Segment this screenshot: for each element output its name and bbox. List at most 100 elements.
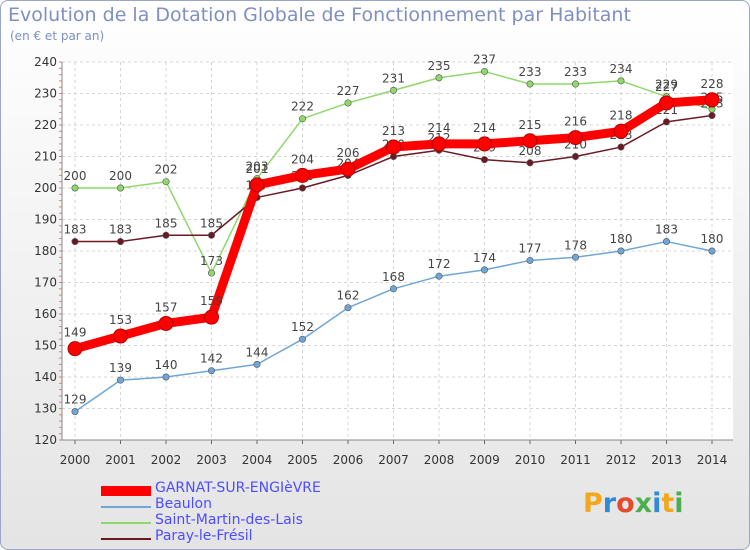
data-label-paray-le-fresil: 183 xyxy=(64,223,87,237)
logo-letter: x xyxy=(634,488,653,519)
data-point-saint-martin-des-lais xyxy=(617,77,625,85)
x-tick-label: 2013 xyxy=(651,453,682,467)
legend-item: Saint-Martin-des-Lais xyxy=(101,512,421,531)
data-point-beaulon xyxy=(117,376,125,384)
legend-label: Paray-le-Frésil xyxy=(155,528,253,544)
y-tick-label: 160 xyxy=(34,307,57,321)
x-tick-label: 2008 xyxy=(424,453,455,467)
data-point-garnat-sur-engievre xyxy=(431,136,447,152)
chart-title: Evolution de la Dotation Globale de Fonc… xyxy=(8,4,631,26)
x-tick-label: 2009 xyxy=(469,453,500,467)
data-label-saint-martin-des-lais: 233 xyxy=(519,65,542,79)
x-tick-label: 2001 xyxy=(105,453,136,467)
data-point-garnat-sur-engievre xyxy=(568,130,583,146)
x-tick-label: 2000 xyxy=(60,453,91,467)
data-label-saint-martin-des-lais: 235 xyxy=(428,59,451,73)
data-label-garnat-sur-engievre: 149 xyxy=(64,326,87,340)
data-point-paray-le-fresil xyxy=(617,143,625,151)
data-point-beaulon xyxy=(389,285,397,293)
chart-subtitle: (en € et par an) xyxy=(10,29,105,43)
y-tick-label: 150 xyxy=(34,339,57,353)
x-tick-label: 2012 xyxy=(606,453,637,467)
logo-letter: i xyxy=(674,488,684,519)
data-point-garnat-sur-engievre xyxy=(158,315,174,331)
data-label-saint-martin-des-lais: 227 xyxy=(337,84,360,98)
data-label-garnat-sur-engievre: 215 xyxy=(519,118,542,132)
logo-letter: i xyxy=(652,488,662,519)
data-label-saint-martin-des-lais: 202 xyxy=(155,163,178,177)
data-label-saint-martin-des-lais: 237 xyxy=(473,52,496,66)
data-label-garnat-sur-engievre: 214 xyxy=(473,121,496,135)
data-point-paray-le-fresil xyxy=(662,118,670,126)
data-label-garnat-sur-engievre: 153 xyxy=(109,313,132,327)
data-point-beaulon xyxy=(344,304,352,312)
y-tick-label: 180 xyxy=(34,244,57,258)
data-point-saint-martin-des-lais xyxy=(162,178,170,186)
data-label-garnat-sur-engievre: 214 xyxy=(428,121,451,135)
data-point-beaulon xyxy=(253,360,261,368)
data-label-saint-martin-des-lais: 222 xyxy=(291,100,314,114)
data-label-garnat-sur-engievre: 201 xyxy=(246,162,269,176)
data-point-beaulon xyxy=(298,335,306,343)
x-tick-label: 2006 xyxy=(333,453,364,467)
y-tick-label: 190 xyxy=(34,213,57,227)
data-point-paray-le-fresil xyxy=(526,159,534,167)
x-tick-label: 2011 xyxy=(560,453,591,467)
data-point-beaulon xyxy=(617,247,625,255)
y-tick-label: 240 xyxy=(34,55,57,69)
data-label-saint-martin-des-lais: 203 xyxy=(246,160,269,174)
data-label-saint-martin-des-lais: 233 xyxy=(564,65,587,79)
legend-item: Beaulon xyxy=(101,496,421,515)
data-point-beaulon xyxy=(71,408,79,416)
data-point-paray-le-fresil xyxy=(480,156,488,164)
data-point-garnat-sur-engievre xyxy=(295,167,310,183)
y-tick-label: 120 xyxy=(34,433,57,447)
data-label-beaulon: 152 xyxy=(291,320,314,334)
data-point-garnat-sur-engievre xyxy=(340,161,356,177)
data-label-paray-le-fresil: 183 xyxy=(109,223,132,237)
y-tick-label: 200 xyxy=(34,181,57,195)
y-tick-label: 130 xyxy=(34,402,57,416)
data-point-paray-le-fresil xyxy=(208,231,216,239)
data-point-saint-martin-des-lais xyxy=(208,269,216,277)
data-point-beaulon xyxy=(526,256,534,264)
data-label-beaulon: 178 xyxy=(564,238,587,252)
x-tick-label: 2010 xyxy=(515,453,546,467)
data-point-paray-le-fresil xyxy=(708,112,716,120)
logo-letter: r xyxy=(602,488,617,519)
legend-swatch xyxy=(101,522,151,524)
data-point-saint-martin-des-lais xyxy=(526,80,534,88)
data-point-beaulon xyxy=(708,247,716,255)
data-label-beaulon: 144 xyxy=(246,345,269,359)
data-label-garnat-sur-engievre: 157 xyxy=(155,300,178,314)
data-label-beaulon: 183 xyxy=(655,223,678,237)
data-label-garnat-sur-engievre: 159 xyxy=(200,294,223,308)
data-label-beaulon: 129 xyxy=(64,393,87,407)
data-label-beaulon: 168 xyxy=(382,270,405,284)
y-tick-label: 220 xyxy=(34,118,57,132)
data-label-saint-martin-des-lais: 234 xyxy=(610,62,633,76)
data-point-paray-le-fresil xyxy=(571,153,579,161)
data-label-garnat-sur-engievre: 227 xyxy=(655,80,678,94)
data-point-garnat-sur-engievre xyxy=(477,136,492,152)
data-point-saint-martin-des-lais xyxy=(117,184,125,192)
data-point-garnat-sur-engievre xyxy=(704,92,720,108)
data-point-paray-le-fresil xyxy=(71,238,79,246)
data-point-saint-martin-des-lais xyxy=(571,80,579,88)
data-point-beaulon xyxy=(208,367,216,375)
data-label-paray-le-fresil: 185 xyxy=(200,216,223,230)
legend-swatch xyxy=(101,506,151,508)
data-label-beaulon: 174 xyxy=(473,251,496,265)
logo-letter: t xyxy=(661,488,675,519)
data-label-saint-martin-des-lais: 200 xyxy=(109,169,132,183)
legend-swatch xyxy=(101,486,151,496)
data-label-garnat-sur-engievre: 228 xyxy=(701,77,724,91)
legend-item: GARNAT-SUR-ENGIèVRE xyxy=(101,480,421,499)
data-label-saint-martin-des-lais: 231 xyxy=(382,71,405,85)
x-tick-label: 2007 xyxy=(378,453,409,467)
data-point-garnat-sur-engievre xyxy=(249,177,265,193)
data-label-garnat-sur-engievre: 204 xyxy=(291,152,314,166)
data-point-beaulon xyxy=(662,238,670,246)
data-point-beaulon xyxy=(435,272,443,280)
